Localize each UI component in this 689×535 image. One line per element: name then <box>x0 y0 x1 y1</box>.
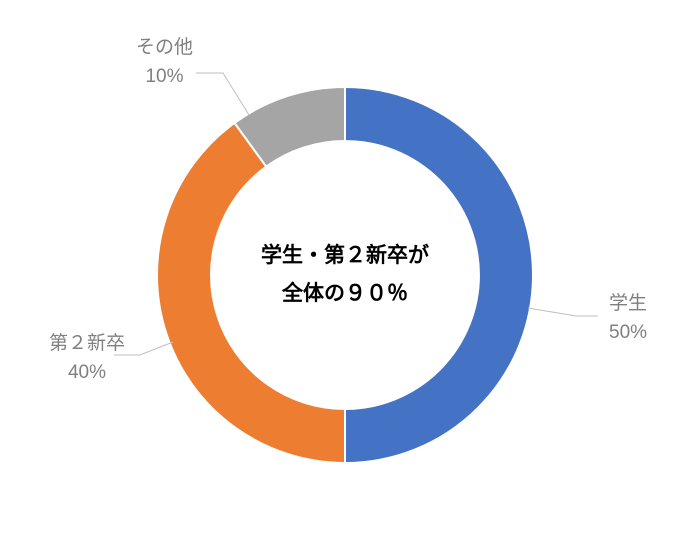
label-value: 40% <box>49 358 125 387</box>
center-line-1: 学生・第２新卒が <box>245 237 445 275</box>
label-第２新卒: 第２新卒40% <box>49 329 125 388</box>
leader-その他 <box>196 73 249 115</box>
label-name: 学生 <box>609 289 647 318</box>
label-name: 第２新卒 <box>49 329 125 358</box>
leader-学生 <box>528 308 598 316</box>
label-学生: 学生50% <box>609 289 647 348</box>
chart-stage: 学生・第２新卒が 全体の９０％ 学生50% 第２新卒40% その他10% <box>0 0 689 535</box>
center-summary-text: 学生・第２新卒が 全体の９０％ <box>245 237 445 313</box>
center-line-2: 全体の９０％ <box>245 275 445 313</box>
label-その他: その他10% <box>136 33 193 92</box>
label-value: 10% <box>136 62 193 91</box>
label-name: その他 <box>136 33 193 62</box>
label-value: 50% <box>609 318 647 347</box>
